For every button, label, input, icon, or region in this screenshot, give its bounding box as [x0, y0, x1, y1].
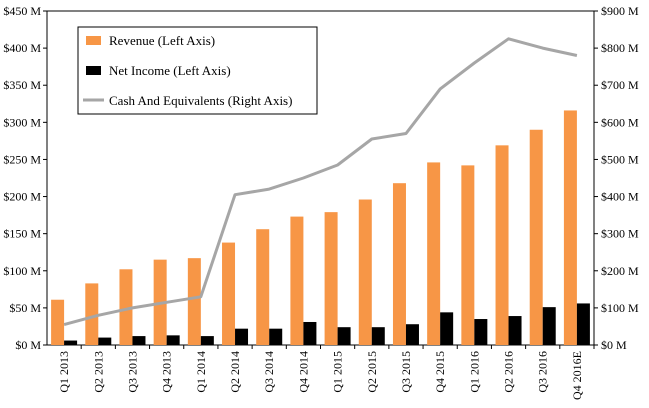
- left-tick-label: $100 M: [3, 264, 41, 278]
- left-tick-label: $400 M: [3, 41, 41, 55]
- net-income-bar: [166, 335, 180, 345]
- net-income-bar: [98, 337, 112, 345]
- revenue-bar: [427, 162, 441, 345]
- legend-label-revenue: Revenue (Left Axis): [109, 33, 215, 48]
- net-income-bar: [371, 327, 385, 345]
- line-series: [63, 37, 578, 327]
- revenue-bar: [324, 212, 338, 345]
- x-tick-label: Q3 2015: [399, 351, 413, 393]
- revenue-bar: [461, 165, 475, 345]
- net-income-bar: [576, 303, 590, 345]
- net-income-bar: [508, 316, 522, 345]
- cash-line: [63, 37, 578, 327]
- bars: [51, 110, 590, 345]
- left-tick-label: $300 M: [3, 115, 41, 129]
- x-tick-label: Q3 2013: [125, 351, 139, 393]
- right-tick-label: $0 M: [601, 338, 627, 352]
- right-tick-label: $700 M: [601, 78, 639, 92]
- x-tick-label: Q2 2015: [365, 351, 379, 393]
- net-income-bar: [64, 340, 78, 345]
- x-tick-label: Q3 2014: [262, 351, 276, 393]
- x-axis-labels: Q1 2013 Q2 2013 Q3 2013 Q4 2013 Q1 2014 Q2 20…: [57, 345, 595, 400]
- net-income-bar: [235, 328, 249, 345]
- left-axis-ticks: $0 M $50 M $100 M $150 M $200 M $250 M $300 M $…: [3, 4, 47, 352]
- x-tick-label: Q1 2014: [194, 351, 208, 393]
- x-tick-label: Q4 2014: [296, 351, 310, 393]
- revenue-bar: [290, 216, 304, 345]
- revenue-bar: [51, 299, 65, 345]
- revenue-bar: [495, 145, 509, 345]
- right-tick-label: $600 M: [601, 115, 639, 129]
- revenue-bar: [392, 183, 406, 345]
- revenue-bar: [256, 229, 270, 345]
- revenue-bar: [529, 129, 543, 345]
- net-income-bar: [303, 321, 317, 345]
- legend-label-cash: Cash And Equivalents (Right Axis): [109, 93, 292, 108]
- right-tick-label: $400 M: [601, 190, 639, 204]
- right-tick-label: $900 M: [601, 4, 639, 18]
- legend-box: [77, 26, 318, 115]
- legend: Revenue (Left Axis) Net Income (Left Axi…: [77, 26, 318, 115]
- left-tick-label: $250 M: [3, 152, 41, 166]
- x-tick-label: Q1 2013: [57, 351, 71, 393]
- left-tick-label: $350 M: [3, 78, 41, 92]
- x-tick-label: Q1 2016: [467, 351, 481, 393]
- right-tick-label: $100 M: [601, 301, 639, 315]
- right-axis-ticks: $0 M $100 M $200 M $300 M $400 M $500 M $600 M…: [594, 4, 639, 352]
- left-tick-label: $450 M: [3, 4, 41, 18]
- revenue-bar: [358, 199, 372, 345]
- revenue-bar: [222, 242, 236, 345]
- x-tick-label: Q4 2016E: [570, 351, 584, 400]
- net-income-bar: [405, 324, 419, 345]
- net-income-bar: [337, 327, 351, 345]
- revenue-bar: [563, 110, 577, 345]
- net-income-bar: [440, 312, 454, 345]
- net-income-bar: [132, 336, 146, 345]
- right-tick-label: $200 M: [601, 264, 639, 278]
- x-tick-label: Q2 2013: [91, 351, 105, 393]
- left-tick-label: $200 M: [3, 190, 41, 204]
- left-tick-label: $0 M: [15, 338, 41, 352]
- net-income-bar: [269, 328, 283, 345]
- revenue-bar: [85, 283, 99, 345]
- legend-swatch-revenue: [86, 36, 101, 45]
- right-tick-label: $300 M: [601, 227, 639, 241]
- net-income-bar: [200, 336, 214, 345]
- net-income-bar: [474, 319, 488, 345]
- revenue-bar: [119, 269, 133, 345]
- legend-label-net-income: Net Income (Left Axis): [109, 63, 231, 78]
- right-tick-label: $800 M: [601, 41, 639, 55]
- legend-swatch-net-income: [86, 66, 101, 75]
- right-tick-label: $500 M: [601, 152, 639, 166]
- x-tick-label: Q2 2014: [228, 351, 242, 393]
- x-tick-label: Q2 2016: [502, 351, 516, 393]
- x-tick-label: Q4 2013: [160, 351, 174, 393]
- left-tick-label: $50 M: [9, 301, 41, 315]
- x-tick-label: Q3 2016: [536, 351, 550, 393]
- x-tick-label: Q4 2015: [433, 351, 447, 393]
- net-income-bar: [542, 307, 556, 345]
- revenue-bar: [187, 258, 201, 345]
- left-tick-label: $150 M: [3, 227, 41, 241]
- x-tick-label: Q1 2015: [331, 351, 345, 393]
